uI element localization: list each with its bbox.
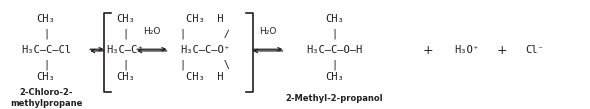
Text: CH₃  H: CH₃ H (186, 72, 224, 82)
Text: +: + (423, 44, 434, 57)
Text: |: | (122, 59, 129, 70)
Text: H₂O: H₂O (259, 27, 276, 36)
Text: CH₃: CH₃ (37, 72, 55, 82)
Text: |: | (43, 59, 49, 70)
Text: CH₃: CH₃ (116, 72, 135, 82)
Text: CH₃: CH₃ (116, 14, 135, 24)
Text: H₃C–C–O⁺: H₃C–C–O⁺ (180, 45, 230, 55)
Text: H₂O: H₂O (143, 27, 160, 36)
Text: H₃C–C–O–H: H₃C–C–O–H (306, 45, 362, 55)
Text: CH₃  H: CH₃ H (186, 14, 224, 24)
Text: |: | (43, 28, 49, 39)
Text: H₃O⁺: H₃O⁺ (454, 45, 479, 55)
Text: |      ∕: | ∕ (180, 28, 230, 39)
Text: +: + (496, 44, 507, 57)
Text: CH₃: CH₃ (325, 14, 343, 24)
Text: H₃C–C⁺: H₃C–C⁺ (107, 45, 144, 55)
Text: |: | (331, 28, 337, 39)
Text: CH₃: CH₃ (325, 72, 343, 82)
Text: |      \: | \ (180, 59, 230, 70)
Text: CH₃: CH₃ (37, 14, 55, 24)
Text: |: | (331, 59, 337, 70)
Text: 2-Chloro-2-
methylpropane: 2-Chloro-2- methylpropane (10, 88, 82, 108)
Text: 2-Methyl-2-propanol: 2-Methyl-2-propanol (286, 94, 383, 103)
Text: H₃C–C–Cl: H₃C–C–Cl (21, 45, 71, 55)
Text: Cl⁻: Cl⁻ (525, 45, 543, 55)
Text: |: | (122, 28, 129, 39)
